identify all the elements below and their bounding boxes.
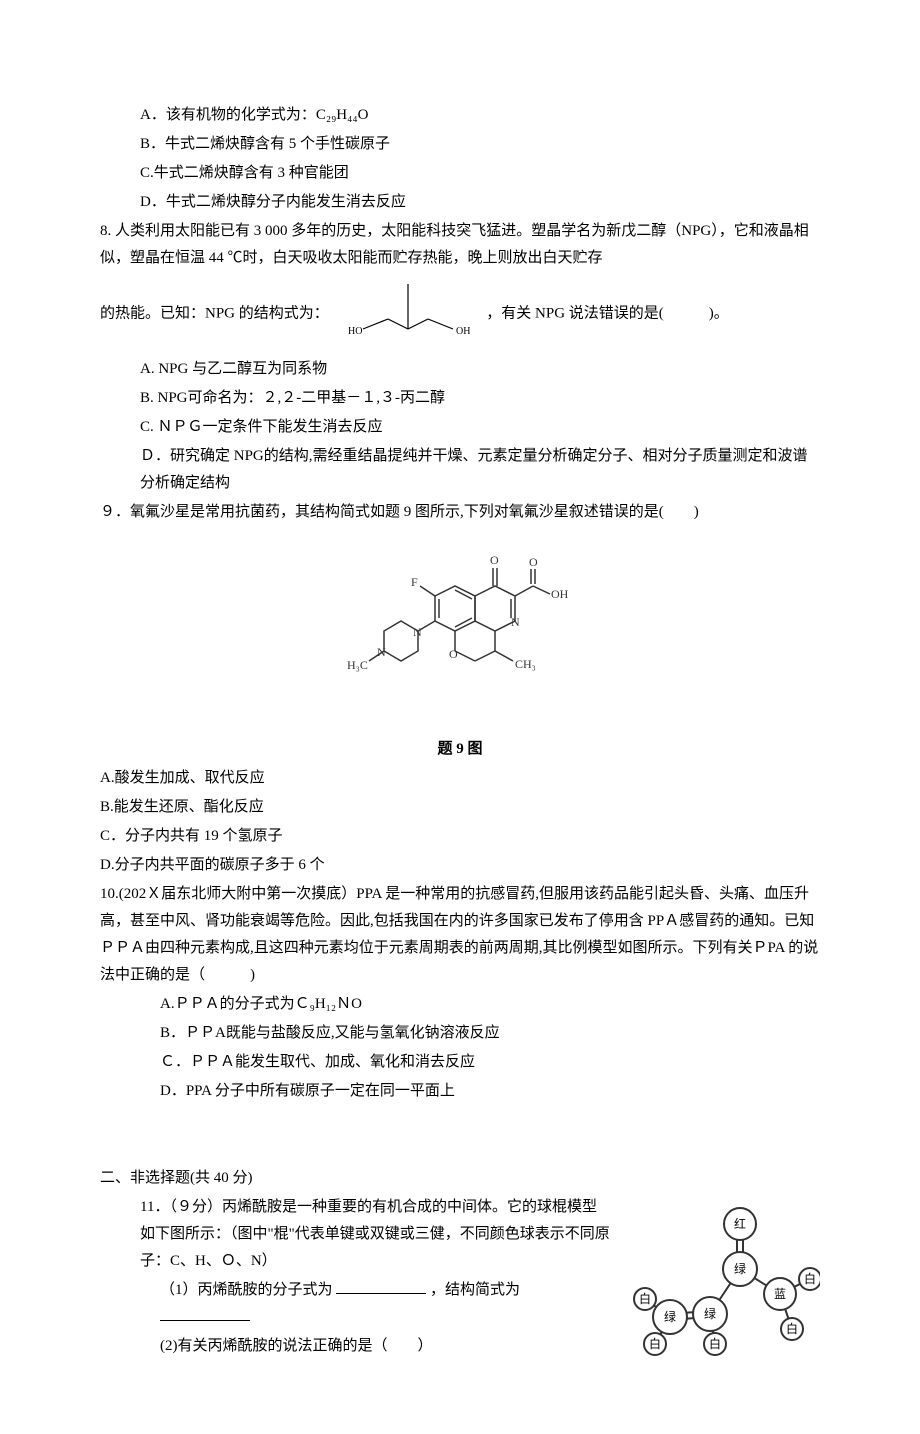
q9-label-n: N	[511, 615, 520, 629]
q11-atom-white-5: 白	[786, 1321, 798, 1336]
q8-option-d: Ｄ．研究确定 NPG的结构,需经重结晶提纯并干燥、元素定量分析确定分子、相对分子…	[140, 443, 820, 497]
q11-atom-green-1: 绿	[664, 1309, 676, 1324]
q9-option-a: A.酸发生加成、取代反应	[100, 765, 820, 792]
q10-option-d: D．PPA 分子中所有碳原子一定在同一平面上	[160, 1078, 820, 1105]
q10-option-a: A.ＰＰＡ的分子式为Ｃ₉H₁₂ＮO	[160, 991, 820, 1018]
q11-blank-2	[160, 1305, 250, 1321]
q8-stem-2: 的热能。已知：NPG 的结构式为： HO OH ，有关 NPG 说法错误的是( …	[100, 274, 820, 354]
q11-atom-blue: 蓝	[774, 1287, 786, 1301]
q8-option-b: B. NPG可命名为：２,２-二甲基－１,３-丙二醇	[140, 385, 820, 412]
q8-label-ho: HO	[348, 326, 362, 337]
q10-option-c: Ｃ．ＰＰＡ能发生取代、加成、氧化和消去反应	[160, 1049, 820, 1076]
q11-atom-green-2: 绿	[704, 1306, 716, 1321]
q7-option-a: A．该有机物的化学式为：C₂₉H₄₄O	[140, 102, 820, 129]
q10-stem: 10.(202Ｘ届东北师大附中第一次摸底）PPA 是一种常用的抗感冒药,但服用该…	[100, 881, 820, 989]
q11-atom-white-3: 白	[709, 1336, 721, 1351]
q11-atom-green-3: 绿	[734, 1261, 746, 1276]
q11-p1b: ，结构简式为	[430, 1282, 520, 1298]
q7-option-b: B．牛式二烯炔醇含有 5 个手性碳原子	[140, 131, 820, 158]
q11-atom-white-2: 白	[649, 1336, 661, 1351]
q9-label-o3: O	[449, 647, 458, 661]
q9-label-n2: N	[413, 625, 422, 639]
q9-option-d: D.分子内共平面的碳原子多于 6 个	[100, 852, 820, 879]
q8-stem-1: 8. 人类利用太阳能已有 3 000 多年的历史，太阳能科技突飞猛进。塑晶学名为…	[100, 218, 820, 272]
q9-label-h3c: H₃C	[347, 658, 368, 672]
q8-stem-2a: 的热能。已知：NPG 的结构式为：	[100, 305, 329, 321]
section2-heading: 二、非选择题(共 40 分)	[100, 1165, 820, 1192]
q7-option-d: D．牛式二烯炔醇分子内能发生消去反应	[140, 189, 820, 216]
q10-option-b: B．ＰＰA既能与盐酸反应,又能与氢氧化钠溶液反应	[160, 1020, 820, 1047]
q9-label-o1: O	[490, 553, 499, 567]
q9-label-f: F	[411, 575, 418, 589]
q7-option-c: C.牛式二烯炔醇含有 3 种官能团	[140, 160, 820, 187]
q11-atom-white-1: 白	[639, 1291, 651, 1306]
q8-option-c: C. ＮＰＧ一定条件下能发生消去反应	[140, 414, 820, 441]
q9-option-c: C．分子内共有 19 个氢原子	[100, 823, 820, 850]
q9-label-oh: OH	[551, 587, 569, 601]
q8-stem-2b: ，有关 NPG 说法错误的是( )。	[486, 305, 729, 321]
q8-structure-svg: HO OH	[333, 274, 483, 354]
q9-caption: 题 9 图	[100, 736, 820, 763]
q11-atom-red: 红	[734, 1216, 746, 1231]
q9-option-b: B.能发生还原、酯化反应	[100, 794, 820, 821]
q9-label-n3: N	[377, 645, 386, 659]
q9-figure: F O O OH N N N O H₃C CH₃	[100, 536, 820, 726]
q9-label-ch3: CH₃	[515, 657, 536, 671]
q8-label-oh: OH	[456, 326, 470, 337]
q11-p1a: （1）丙烯酰胺的分子式为	[160, 1282, 333, 1298]
q11-blank-1	[336, 1278, 426, 1294]
q11-model-svg: 红 绿 绿 绿 蓝 白 白 白 白 白	[620, 1194, 820, 1374]
q9-stem: ９．氧氟沙星是常用抗菌药，其结构简式如题 9 图所示,下列对氧氟沙星叙述错误的是…	[100, 499, 820, 526]
q11-atom-white-4: 白	[804, 1271, 816, 1286]
q9-label-o2: O	[529, 555, 538, 569]
q8-option-a: A. NPG 与乙二醇互为同系物	[140, 356, 820, 383]
